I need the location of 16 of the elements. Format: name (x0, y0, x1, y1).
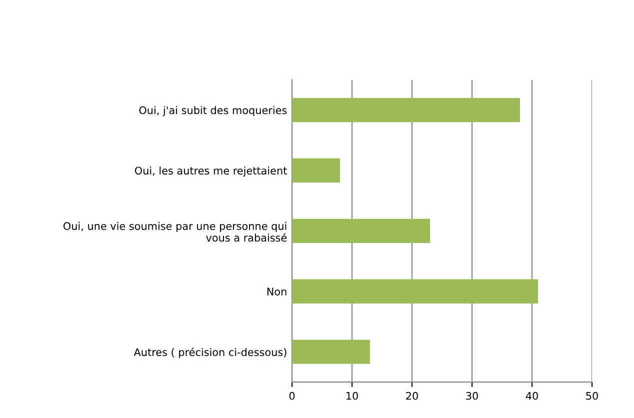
x-tick-label: 50 (586, 392, 598, 400)
y-tick-label: Autres ( précision ci-dessous) (134, 348, 286, 358)
bar (292, 279, 538, 304)
bar (292, 98, 520, 122)
bar (292, 158, 340, 183)
bar (292, 340, 370, 364)
x-tick-label: 30 (466, 392, 478, 400)
y-tick-label: Oui, une vie soumise par une personne qui vous a rabaissé (63, 222, 287, 242)
x-tick-label: 40 (526, 392, 538, 400)
x-tick-label: 10 (346, 392, 358, 400)
y-tick-label: Oui, j'ai subit des moqueries (139, 106, 287, 116)
y-tick-label: Non (267, 288, 286, 296)
y-tick-label: Oui, les autres me rejettaient (134, 166, 287, 177)
x-tick-label: 0 (289, 392, 295, 400)
bar (292, 218, 430, 244)
x-tick-label: 20 (406, 392, 418, 400)
